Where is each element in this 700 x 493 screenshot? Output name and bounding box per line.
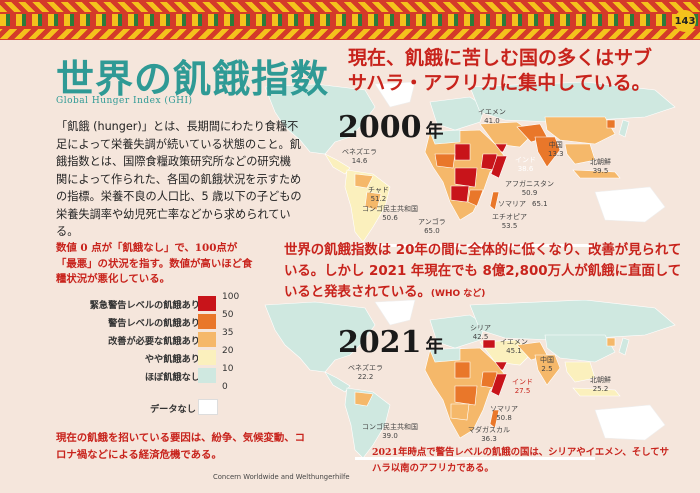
- legend-item: やや飢餓あり: [56, 348, 246, 366]
- country-label: コンゴ民主共和国 50.6: [362, 205, 418, 222]
- country-label: ソマリア: [498, 200, 526, 208]
- country-label: アフガニスタン 50.9: [505, 180, 554, 197]
- legend-tick: 20: [222, 346, 234, 356]
- headline-line-1: 現在、飢餓に苦しむ国の多くはサブ: [348, 47, 653, 69]
- bottom-note: 2021年時点で警告レベルの飢餓の国は、シリアやイエメン、そしてサハラ以南のアフ…: [372, 447, 670, 474]
- page-number: 143: [674, 10, 696, 32]
- country-label: ベネズエラ 14.6: [342, 148, 377, 165]
- legend-tick: 0: [222, 382, 228, 392]
- legend-tick: 100: [222, 292, 240, 302]
- headline: 現在、飢餓に苦しむ国の多くはサブ サハラ・アフリカに集中している。: [348, 46, 652, 96]
- scale-note: 数値 0 点が「飢餓なし」で、100点が「最悪」の状況を指す。数値が高いほど食糧…: [56, 242, 253, 286]
- year-label-2000: 2000 年: [338, 110, 444, 145]
- legend-item: 警告レベルの飢餓あり: [56, 312, 246, 330]
- country-label: イエメン 45.1: [500, 338, 528, 355]
- intro-text: 「飢餓 (hunger)」とは、長期間にわたり食糧不足によって栄養失調が続いてい…: [56, 120, 302, 238]
- country-label: 北朝鮮 25.2: [590, 376, 611, 393]
- country-label: コンゴ民主共和国 39.0: [362, 423, 418, 440]
- country-label: インド 27.5: [512, 378, 533, 395]
- legend-swatch: [198, 368, 216, 383]
- source-credit: Concern Worldwide and Welthungerhilfe: [213, 473, 350, 481]
- legend-item: 改善が必要な飢餓あり: [56, 330, 246, 348]
- country-label: マダガスカル 36.3: [468, 426, 510, 443]
- world-map-2021: [255, 300, 700, 460]
- legend-swatch: [198, 350, 216, 365]
- causes-text: 現在の飢餓を招いている要因は、紛争、気候変動、コロナ禍などによる経済危機である。: [56, 432, 306, 461]
- country-label: イエメン 41.0: [478, 108, 506, 125]
- legend-item: ほぼ飢餓なし: [56, 366, 246, 384]
- summary-source: (WHO など): [430, 289, 486, 299]
- world-map-2000: [255, 82, 700, 247]
- legend-nodata: データなし: [56, 398, 246, 416]
- legend-swatch: [198, 314, 216, 329]
- country-label: エチオピア 53.5: [492, 213, 527, 230]
- country-label: チャド 51.2: [368, 186, 389, 203]
- country-label: シリア 42.5: [470, 324, 491, 341]
- summary-text: 世界の飢餓指数は 20年の間に全体的に低くなり、改善が見られている。しかし 20…: [284, 243, 682, 300]
- page-subtitle: Global Hunger Index (GHI): [56, 96, 193, 106]
- legend-tick: 10: [222, 364, 234, 374]
- decorative-pattern-band: [0, 0, 700, 40]
- legend-swatch: [198, 332, 216, 347]
- country-label: ソマリア 50.8: [490, 405, 518, 422]
- legend-nodata-swatch: [198, 399, 218, 415]
- legend-tick: 50: [222, 310, 234, 320]
- page-title: 世界の飢餓指数: [56, 56, 330, 101]
- country-label: インド 38.6: [515, 156, 536, 173]
- legend-swatch: [198, 296, 216, 311]
- country-label: 中国 13.3: [548, 141, 564, 158]
- year-label-2021: 2021 年: [338, 325, 444, 360]
- country-label: 65.1: [532, 200, 548, 208]
- legend-item: 緊急警告レベルの飢餓あり: [56, 294, 246, 312]
- country-label: アンゴラ 65.0: [418, 218, 446, 235]
- country-label: ベネズエラ 22.2: [348, 364, 383, 381]
- country-label: 北朝鮮 39.5: [590, 158, 611, 175]
- legend-tick: 35: [222, 328, 234, 338]
- headline-line-2: サハラ・アフリカに集中している。: [348, 72, 651, 94]
- country-label: 中国 2.5: [540, 356, 554, 373]
